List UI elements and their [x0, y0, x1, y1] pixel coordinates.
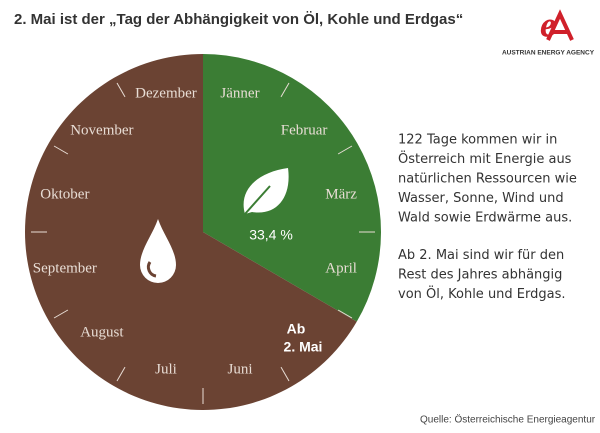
paragraph-line: Wald sowie Erdwärme aus.	[398, 211, 572, 226]
paragraph-line: Österreich mit Energie aus	[398, 150, 572, 167]
month-divider	[53, 309, 69, 319]
month-divider	[53, 145, 69, 155]
pie-slice	[203, 54, 381, 322]
annotation: 2. Mai	[284, 339, 323, 355]
logo: e AUSTRIAN ENERGY AGENCY	[502, 4, 595, 56]
source: Quelle: Österreichische Energieagentur	[420, 414, 596, 426]
month-label: April	[325, 260, 357, 276]
leaf-icon	[243, 168, 289, 215]
month-label: November	[70, 122, 133, 138]
month-label: Februar	[281, 122, 328, 138]
pie: Jänner Februar März April Juni Juli August Sept…	[24, 54, 381, 410]
paragraph-line: Wasser, Sonne, Wind und	[398, 191, 564, 206]
paragraph-line: von Öl, Kohle und Erdgas.	[398, 285, 566, 302]
logo-text: AUSTRIAN ENERGY AGENCY	[502, 50, 595, 57]
month-divider	[116, 366, 126, 382]
month-divider	[337, 145, 353, 155]
drop-highlight	[146, 261, 157, 278]
month-label: Juni	[228, 362, 253, 378]
pie-slice	[24, 54, 357, 410]
month-label: August	[80, 325, 124, 341]
month-label: Juli	[155, 362, 177, 378]
month-label: September	[33, 260, 97, 276]
month-label: Jänner	[220, 85, 259, 101]
month-label: März	[325, 186, 357, 202]
month-label: Dezember	[135, 85, 197, 101]
month-divider	[337, 309, 353, 319]
month-label: Oktober	[40, 186, 89, 202]
paragraph-line: 122 Tage kommen wir in	[398, 133, 557, 148]
value-label: 33,4 %	[249, 227, 293, 243]
month-divider	[280, 82, 290, 98]
paragraph-line: Rest des Jahres abhängig	[398, 268, 562, 283]
paragraph-line: Ab 2. Mai sind wir für den	[398, 248, 564, 263]
month-divider	[280, 366, 290, 382]
month-divider	[116, 82, 126, 98]
annotation: Ab	[287, 321, 306, 337]
chart-title: 2. Mai ist der „Tag der Abhängigkeit von…	[14, 11, 463, 28]
paragraph-line: natürlichen Ressourcen wie	[398, 172, 577, 187]
